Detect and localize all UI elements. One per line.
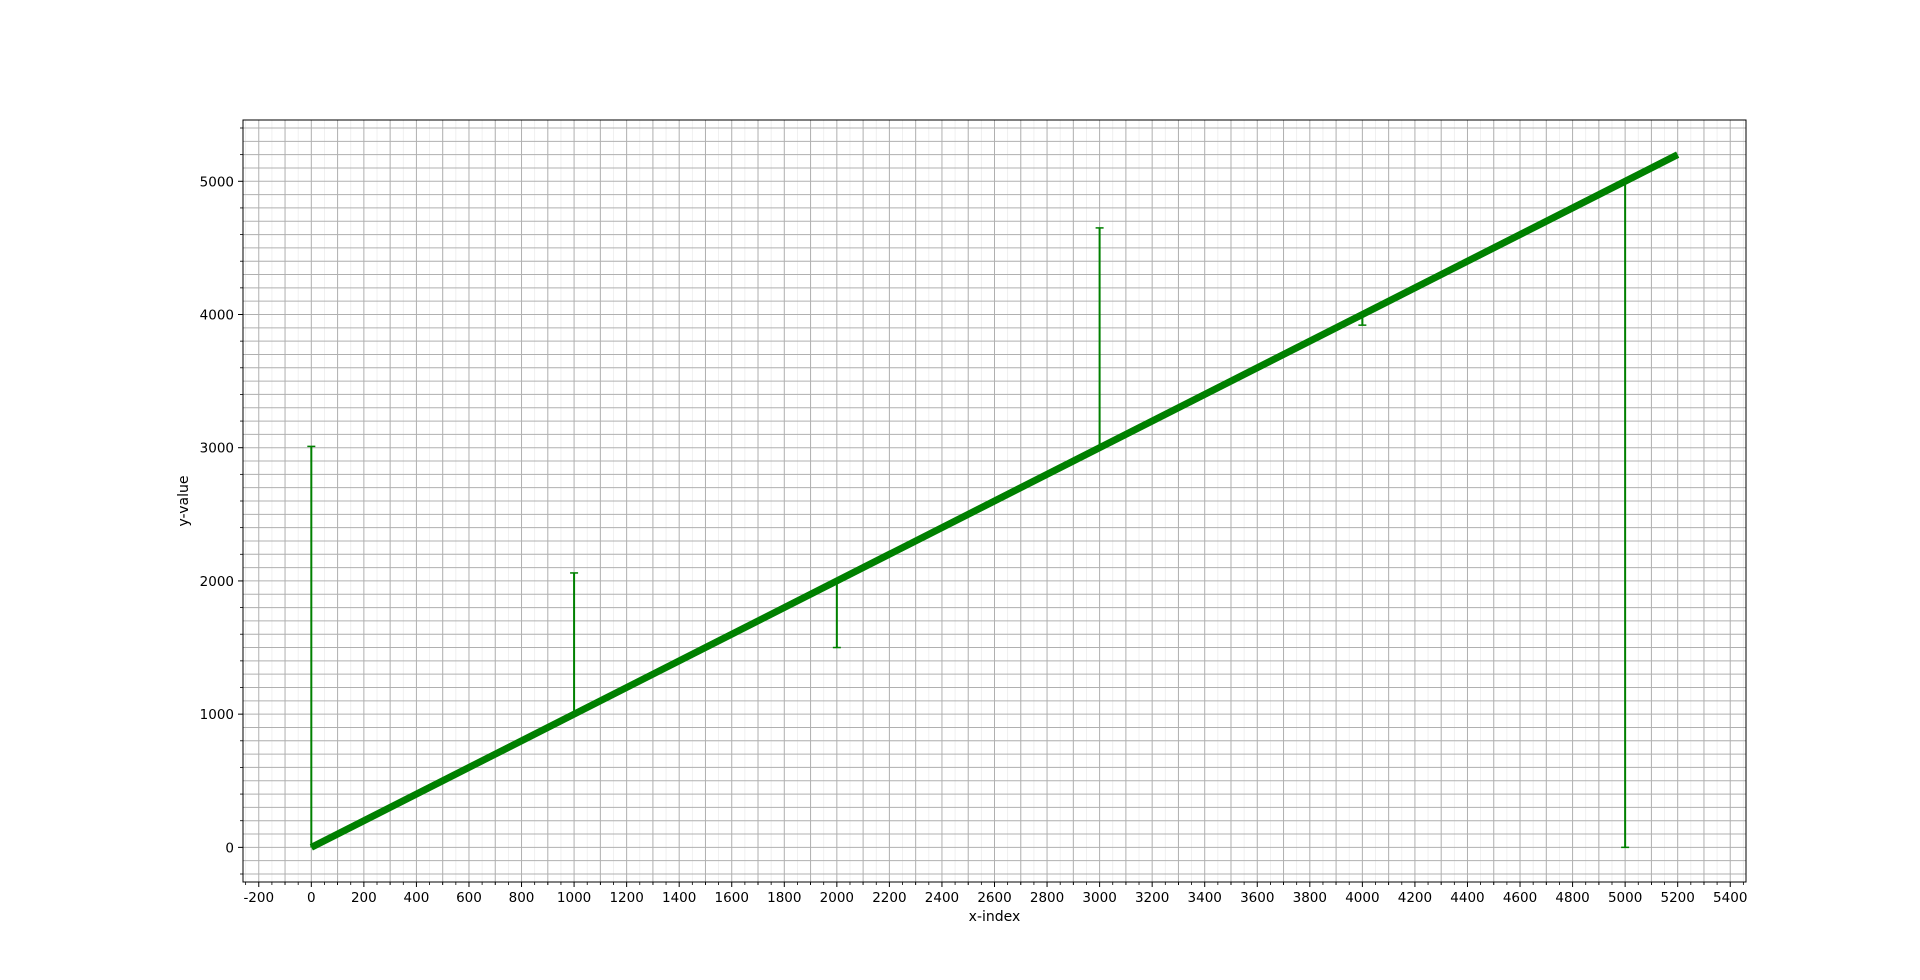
series-layer [309, 151, 1680, 851]
x-tick-label: 5200 [1661, 890, 1695, 906]
x-tick-label: 800 [509, 890, 535, 906]
ticks-layer: -200 0 200 400 600 800 1000 1200 1400 1600 1800 200… [200, 127, 1747, 906]
error-bar-layer [307, 181, 1630, 849]
x-tick-label: 5000 [1608, 890, 1642, 906]
x-tick-label: 4000 [1345, 890, 1379, 906]
x-tick-label: 3800 [1293, 890, 1327, 906]
y-tick-label: 5000 [200, 174, 234, 190]
y-tick-label: 2000 [200, 574, 234, 590]
x-tick-label: 3000 [1082, 890, 1116, 906]
y-tick-label: 3000 [200, 441, 234, 457]
y-tick-label: 0 [225, 840, 234, 856]
x-tick-label: 4800 [1555, 890, 1589, 906]
x-tick-label: 1200 [609, 890, 643, 906]
x-tick-label: -200 [243, 890, 274, 906]
y-tick-label: 4000 [200, 307, 234, 323]
x-tick-label: 4600 [1503, 890, 1537, 906]
x-tick-label: 2000 [820, 890, 854, 906]
y-axis-label: y-value [176, 476, 192, 527]
x-tick-label: 3200 [1135, 890, 1169, 906]
x-tick-label: 1400 [662, 890, 696, 906]
x-tick-label: 1800 [767, 890, 801, 906]
x-tick-label: 3600 [1240, 890, 1274, 906]
series-line [309, 151, 1680, 851]
y-tick-label: 1000 [200, 707, 234, 723]
x-tick-label: 2400 [925, 890, 959, 906]
x-tick-label: 1000 [557, 890, 591, 906]
x-tick-label: 600 [456, 890, 482, 906]
x-tick-label: 400 [404, 890, 430, 906]
x-tick-label: 5400 [1713, 890, 1747, 906]
x-tick-label: 1600 [715, 890, 749, 906]
x-tick-label: 2800 [1030, 890, 1064, 906]
x-tick-label: 200 [351, 890, 377, 906]
major-grid [243, 120, 1746, 882]
x-tick-label: 0 [307, 890, 316, 906]
x-axis-label: x-index [969, 909, 1021, 925]
x-tick-label: 3400 [1188, 890, 1222, 906]
x-tick-label: 2600 [977, 890, 1011, 906]
x-tick-label: 4200 [1398, 890, 1432, 906]
x-tick-label: 2200 [872, 890, 906, 906]
x-tick-label: 4400 [1450, 890, 1484, 906]
